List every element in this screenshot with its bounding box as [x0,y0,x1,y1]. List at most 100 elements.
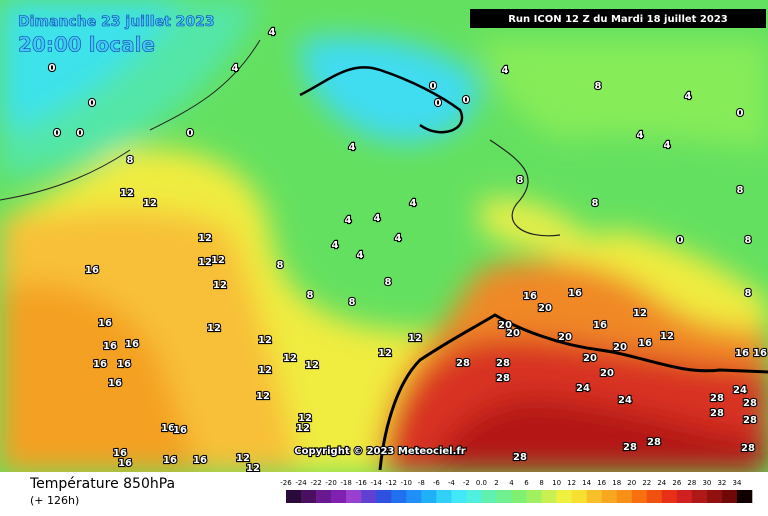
map-label: 8 [745,288,752,299]
map-label: 0 [187,128,194,139]
map-label: 28 [496,358,510,369]
scale-label: 24 [657,479,666,487]
map-label: 0 [737,108,744,119]
scale-swatch [391,490,407,503]
map-label: 12 [198,233,212,244]
scale-label: -20 [325,479,336,487]
map-label: 28 [623,442,637,453]
map-label: 12 [246,463,260,474]
map-label: 20 [583,353,597,364]
map-label: 12 [120,188,134,199]
map-label: 4 [232,63,239,74]
scale-label: -18 [340,479,351,487]
copyright: Copyright © 2023 Meteociel.fr [294,446,465,457]
scale-label: 34 [733,479,742,487]
map-label: 12 [305,360,319,371]
map-label: 0 [677,235,684,246]
scale-swatch [541,490,557,503]
scale-label: -8 [418,479,425,487]
scale-label: 18 [612,479,621,487]
scale-label: 26 [672,479,681,487]
scale-label: 2 [494,479,498,487]
map-label: 0 [77,128,84,139]
scale-swatch [691,490,708,503]
map-label: 16 [118,458,132,469]
map-label: 4 [357,250,364,261]
scale-label: -14 [370,479,382,487]
local-time: 20:00 locale [18,33,155,57]
scale-swatch [661,490,678,503]
map-label: 16 [117,359,131,370]
scale-label: 32 [717,479,726,487]
scale-swatch [406,490,422,503]
map-label: 20 [538,303,552,314]
map-label: 16 [638,338,652,349]
map-label: 28 [513,452,527,463]
map-label: 4 [349,142,356,153]
map-label: 0 [89,98,96,109]
map-label: 12 [258,335,272,346]
scale-swatch [616,490,633,503]
map-label: 12 [236,453,250,464]
map-label: 16 [163,455,177,466]
map-label: 12 [256,391,270,402]
scale-swatch [496,490,512,503]
scale-label: -24 [295,479,307,487]
scale-label: -12 [386,479,397,487]
map-label: 12 [378,348,392,359]
map-label: 20 [498,320,512,331]
scale-swatch [331,490,347,503]
scale-label: 8 [539,479,543,487]
scale-swatch [481,490,497,503]
map-label: 16 [753,348,767,359]
map-label: 8 [385,277,392,288]
map-label: 8 [592,198,599,209]
scale-swatch [556,490,572,503]
scale-swatch [376,490,392,503]
map-label: 28 [710,393,724,404]
map-label: 16 [93,359,107,370]
map-label: 16 [108,378,122,389]
parameter: Température 850hPa [29,476,175,492]
map-label: 16 [161,423,175,434]
map-label: 12 [213,280,227,291]
scale-label: 4 [509,479,514,487]
map-label: 24 [733,385,747,396]
map-label: 28 [456,358,470,369]
map-label: 12 [207,323,221,334]
map-label: 4 [345,215,352,226]
map-label: 8 [277,260,284,271]
map-label: 0 [430,81,437,92]
map-label: 8 [517,175,524,186]
scale-swatch [586,490,602,503]
scale-label: 20 [627,479,636,487]
map-label: 28 [743,398,757,409]
scale-label: 22 [642,479,651,487]
scale-swatch [511,490,527,503]
map-label: 8 [349,297,356,308]
scale-label: 10 [552,479,561,487]
scale-label: 0.0 [476,479,487,487]
map-label: 16 [173,425,187,436]
map-label: 4 [502,65,509,76]
color-scale: -26 -24 -22 -20 -18 -16 -14 -12 -10 -8 -6 -4 -2 0.0 2 4… [280,479,753,503]
scale-swatch [601,490,618,503]
map-label: 16 [568,288,582,299]
map-label: 12 [633,308,647,319]
scale-label: -2 [463,479,470,487]
map-label: 16 [523,291,537,302]
map-label: 12 [296,423,310,434]
lead-time: (+ 126h) [30,494,79,507]
map-label: 12 [211,255,225,266]
scale-swatch [421,490,437,503]
map-label: 28 [741,443,755,454]
scale-label: 6 [524,479,529,487]
scale-swatch [286,490,302,503]
map-label: 0 [463,95,470,106]
scale-label: 14 [582,479,591,487]
map-label: 16 [593,320,607,331]
map-label: 4 [395,233,402,244]
map-label: 4 [374,213,381,224]
